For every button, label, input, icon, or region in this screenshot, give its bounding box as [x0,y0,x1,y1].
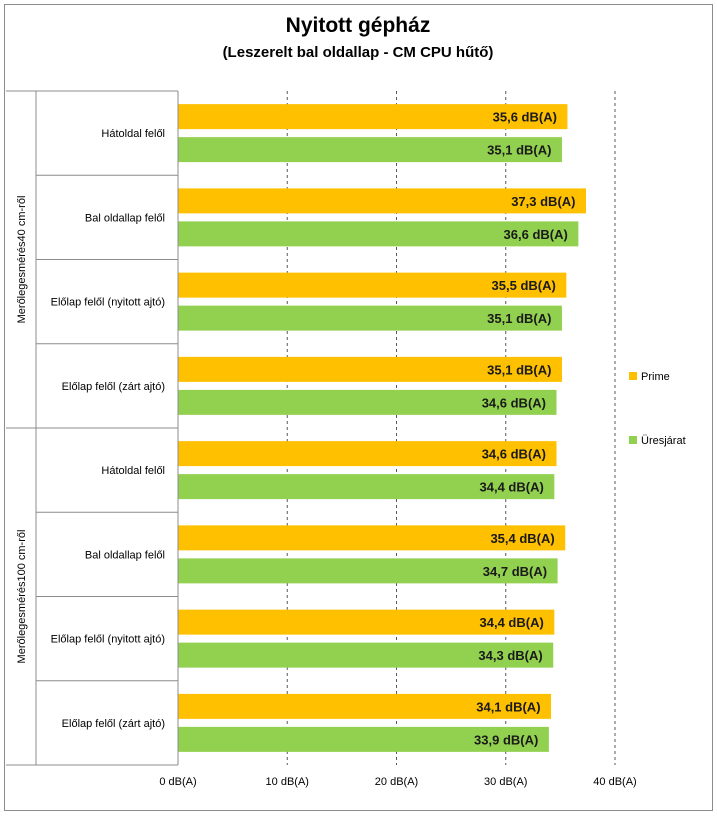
bar-prime [178,693,552,719]
category-label: Előlap felől (nyitott ajtó) [51,634,165,646]
legend-swatch [629,436,637,444]
legend: Prime Üresjárat [629,371,686,447]
bar-prime [178,525,566,551]
data-label: 35,1 dB(A) [487,143,551,158]
bar-uresjarat [178,137,562,163]
bar-prime [178,272,567,298]
legend-label: Prime [641,371,670,383]
category-label: Hátoldal felől [101,465,165,477]
data-label: 35,6 dB(A) [493,110,557,125]
bar-prime [178,356,562,382]
category-label: Bal oldallap felől [85,212,165,224]
data-label: 34,3 dB(A) [478,648,542,663]
category-label: Előlap felől (nyitott ajtó) [51,297,165,309]
category-label: Előlap felől (zárt ajtó) [62,381,165,393]
group-label: Merőlegesmérés100 cm-ről [16,530,28,664]
data-label: 34,4 dB(A) [480,480,544,495]
data-label: 34,4 dB(A) [480,615,544,630]
chart-subtitle: (Leszerelt bal oldallap - CM CPU hűtő) [223,44,494,61]
bar-uresjarat [178,642,554,668]
bar-prime [178,441,557,467]
bar-uresjarat [178,726,549,752]
bars-layer [178,104,587,752]
bar-uresjarat [178,305,562,331]
bar-prime [178,104,568,130]
category-label: Bal oldallap felől [85,549,165,561]
data-label: 34,1 dB(A) [476,699,540,714]
category-label: Hátoldal felől [101,128,165,140]
x-tick-label: 0 dB(A) [159,776,196,788]
x-tick-label: 30 dB(A) [484,776,527,788]
x-tick-label: 40 dB(A) [593,776,636,788]
labels-layer: 35,6 dB(A) 35,1 dB(A) 37,3 dB(A) 36,6 dB(A)… [474,110,575,748]
data-label: 33,9 dB(A) [474,732,538,747]
data-label: 35,1 dB(A) [487,362,551,377]
data-label: 37,3 dB(A) [511,194,575,209]
bar-uresjarat [178,389,557,415]
bar-uresjarat [178,474,555,500]
x-tick-label: 20 dB(A) [375,776,418,788]
category-label: Előlap felől (zárt ajtó) [62,718,165,730]
chart-title: Nyitott gépház [286,14,431,37]
grid-layer [286,91,616,765]
data-label: 36,6 dB(A) [504,227,568,242]
bar-uresjarat [178,558,558,584]
x-tick-label: 10 dB(A) [266,776,309,788]
data-label: 34,6 dB(A) [482,447,546,462]
data-label: 34,7 dB(A) [483,564,547,579]
bar-uresjarat [178,221,579,247]
legend-swatch [629,372,637,380]
data-label: 35,4 dB(A) [490,531,554,546]
data-label: 34,6 dB(A) [482,395,546,410]
data-label: 35,1 dB(A) [487,311,551,326]
bar-prime [178,188,587,214]
legend-label: Üresjárat [641,435,686,447]
group-label: Merőlegesmérés40 cm-ről [16,196,28,324]
axes-layer: Merőlegesmérés40 cm-ről Merőlegesmérés100… [6,90,637,788]
bar-prime [178,609,555,635]
data-label: 35,5 dB(A) [492,278,556,293]
